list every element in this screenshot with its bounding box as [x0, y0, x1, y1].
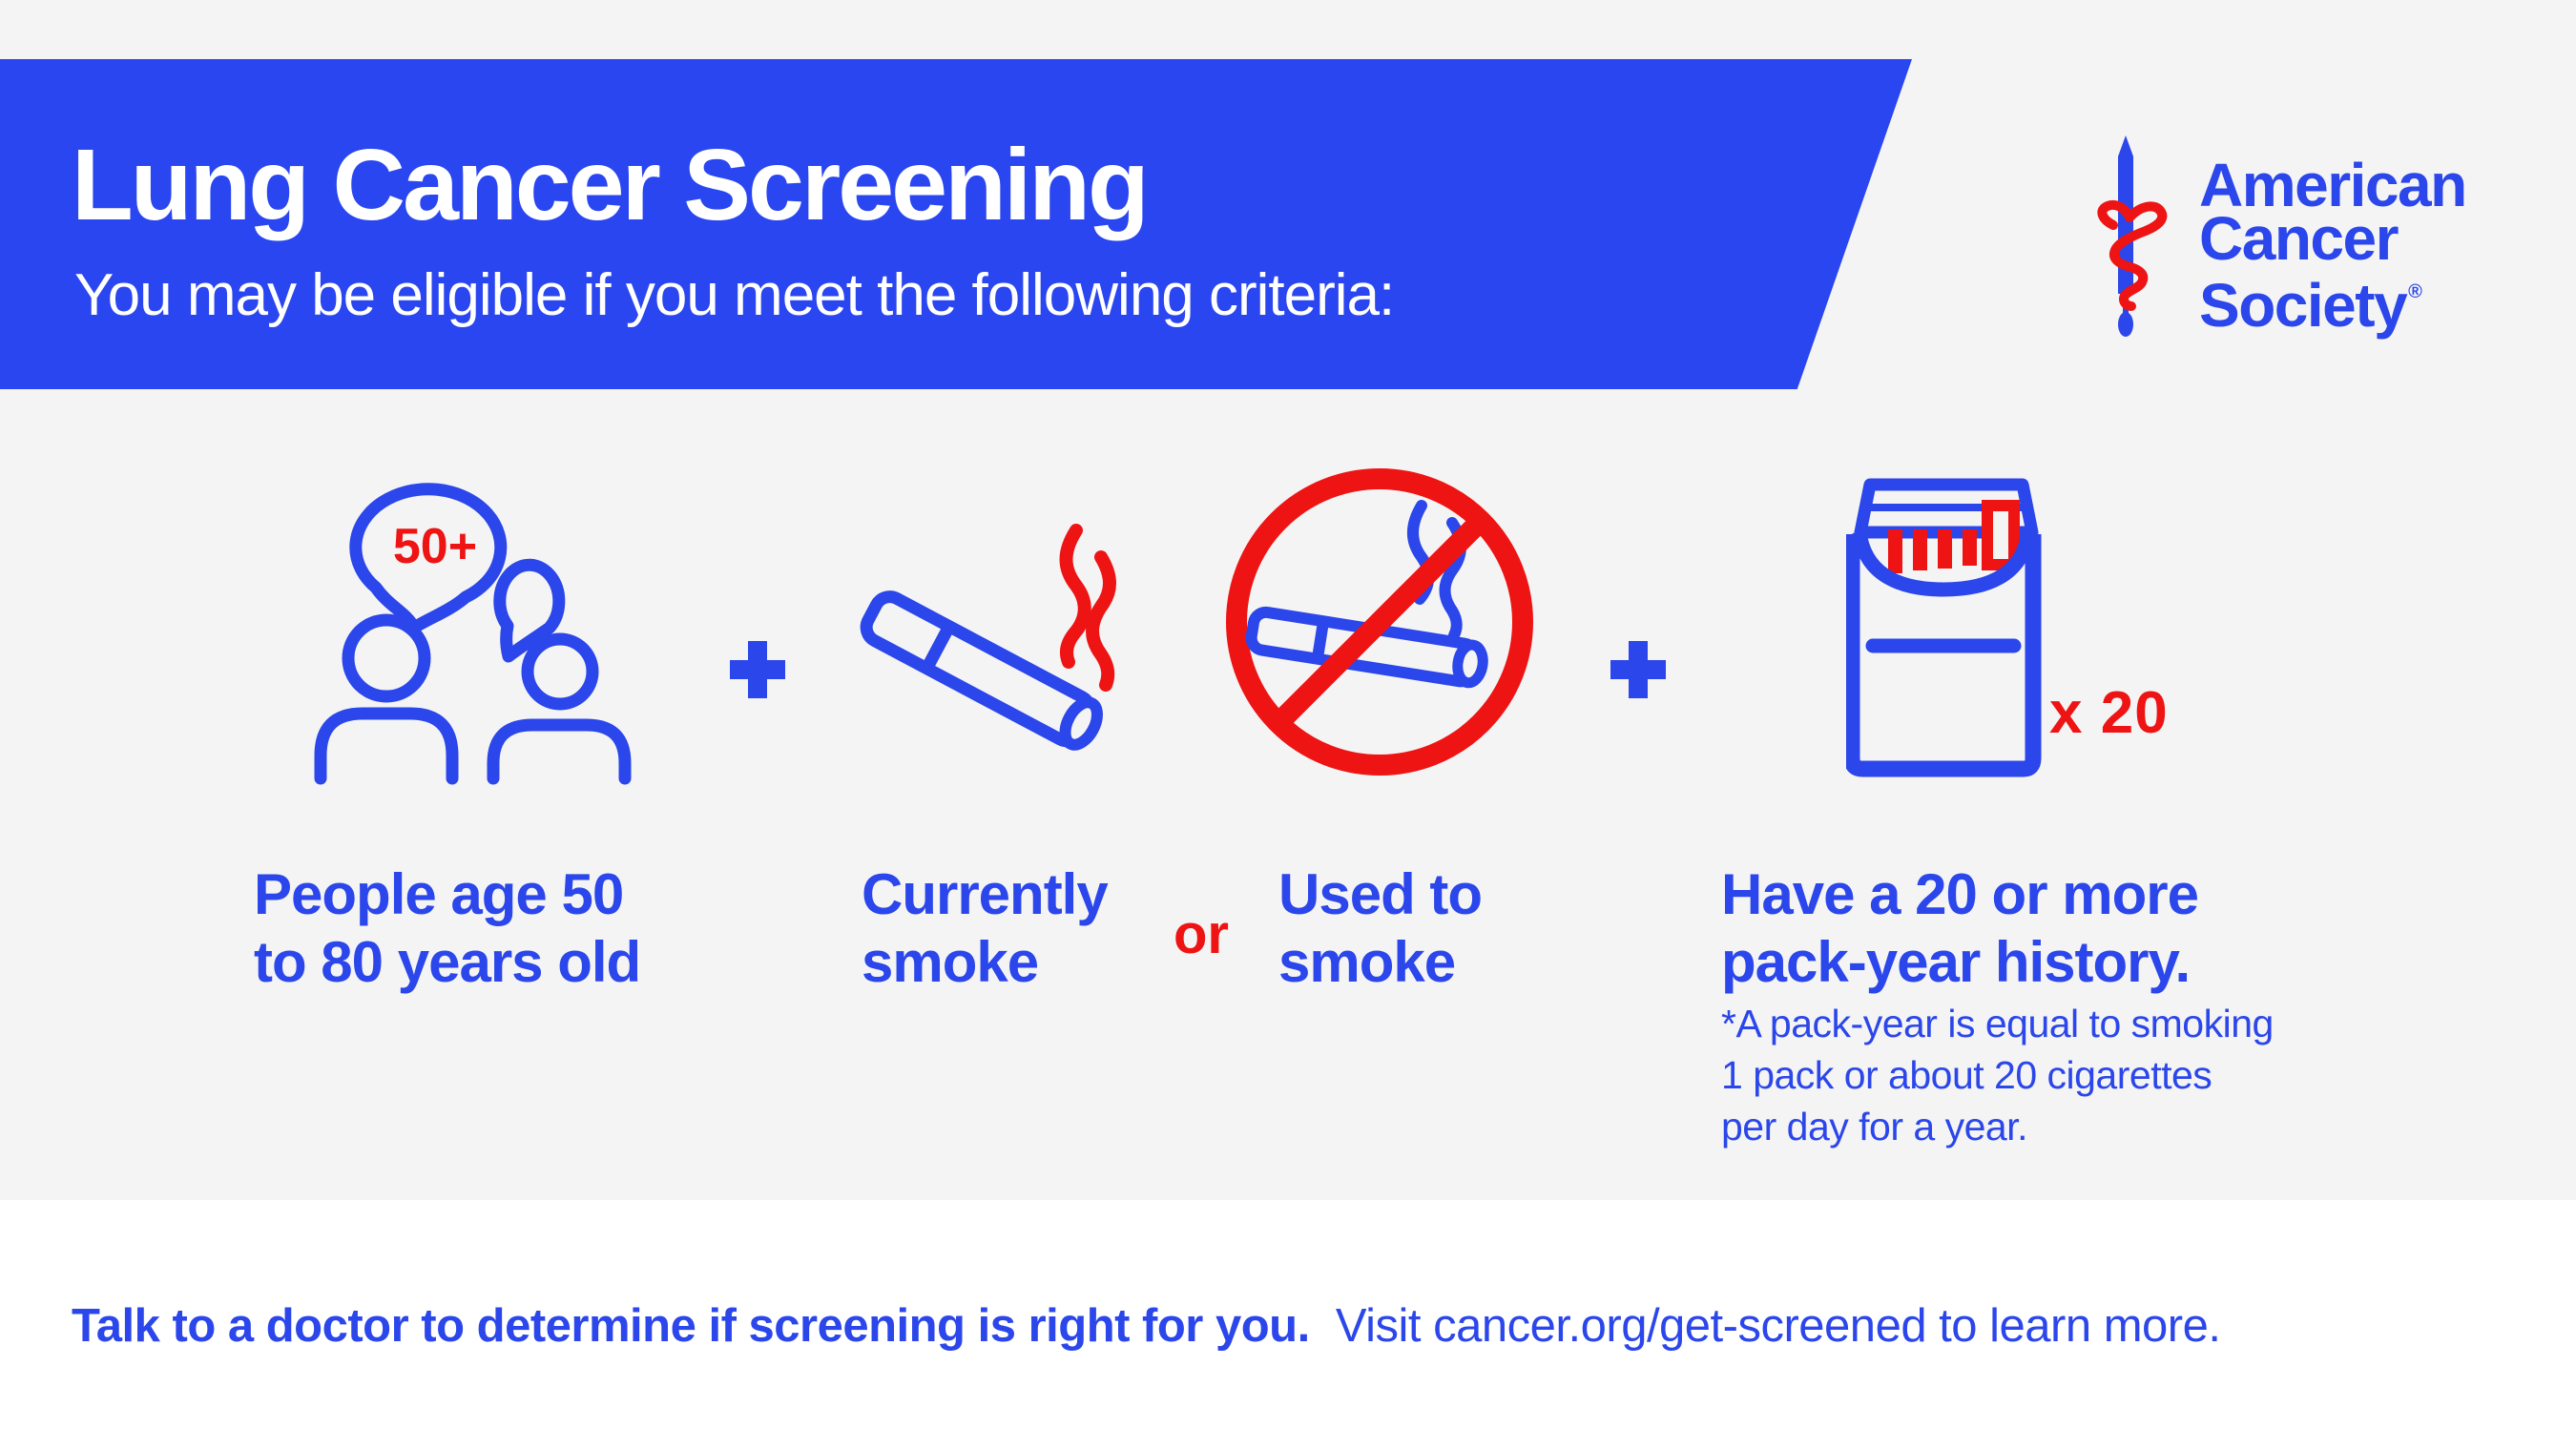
footer-band — [0, 1200, 2576, 1449]
smoke-icon — [1059, 524, 1116, 692]
no-smoking-icon — [1226, 468, 1533, 776]
caduceus-sword-icon — [2097, 135, 2168, 337]
label-pack-year: Have a 20 or more pack-year history. — [1721, 860, 2199, 996]
people-talking-icon: 50+ — [314, 483, 632, 785]
registered-mark: ® — [2408, 281, 2422, 302]
pack-multiplier: x 20 — [2049, 680, 2169, 746]
label-age: People age 50 to 80 years old — [254, 860, 641, 996]
acs-logo-text: American Cancer Society ® — [2199, 155, 2467, 336]
label-age-line1: People age 50 — [254, 862, 624, 926]
label-used-line2: smoke — [1278, 930, 1456, 994]
label-used-to-smoke: Used to smoke — [1278, 860, 1483, 996]
acs-logo-line2: Cancer — [2199, 204, 2399, 273]
acs-logo-line3: Society — [2199, 271, 2408, 340]
cigarette-icon — [860, 524, 1116, 751]
or-connector: or — [1174, 903, 1229, 965]
footnote-line1: *A pack-year is equal to smoking — [1721, 1002, 2274, 1045]
cigarette-pack-icon — [1846, 478, 2042, 777]
plus-icon — [730, 641, 785, 698]
footer-cta-bold: Talk to a doctor to determine if screeni… — [72, 1300, 1310, 1352]
footnote-line2: 1 pack or about 20 cigarettes — [1721, 1053, 2212, 1097]
label-age-line2: to 80 years old — [254, 930, 641, 994]
cigarettes-icon — [1888, 529, 1977, 573]
plus-icon — [1610, 641, 1666, 698]
label-currently-line1: Currently — [862, 862, 1109, 926]
header-banner: Lung Cancer Screening You may be eligibl… — [0, 59, 1912, 389]
page-title: Lung Cancer Screening — [72, 129, 1150, 241]
age-badge: 50+ — [393, 519, 477, 574]
acs-logo: American Cancer Society ® — [2085, 132, 2467, 342]
label-currently-line2: smoke — [862, 930, 1039, 994]
label-pack-line2: pack-year history. — [1721, 930, 2191, 994]
page-subtitle: You may be eligible if you meet the foll… — [74, 262, 1395, 328]
footnote-line3: per day for a year. — [1721, 1105, 2027, 1149]
footer-cta: Talk to a doctor to determine if screeni… — [72, 1299, 2221, 1353]
label-pack-line1: Have a 20 or more — [1721, 862, 2199, 926]
footer-cta-link-text: Visit cancer.org/get-screened to learn m… — [1335, 1300, 2221, 1352]
pack-year-footnote: *A pack-year is equal to smoking 1 pack … — [1721, 998, 2274, 1152]
acs-logo-line1: American — [2199, 151, 2467, 219]
label-currently-smoke: Currently smoke — [862, 860, 1109, 996]
label-used-line1: Used to — [1278, 862, 1483, 926]
